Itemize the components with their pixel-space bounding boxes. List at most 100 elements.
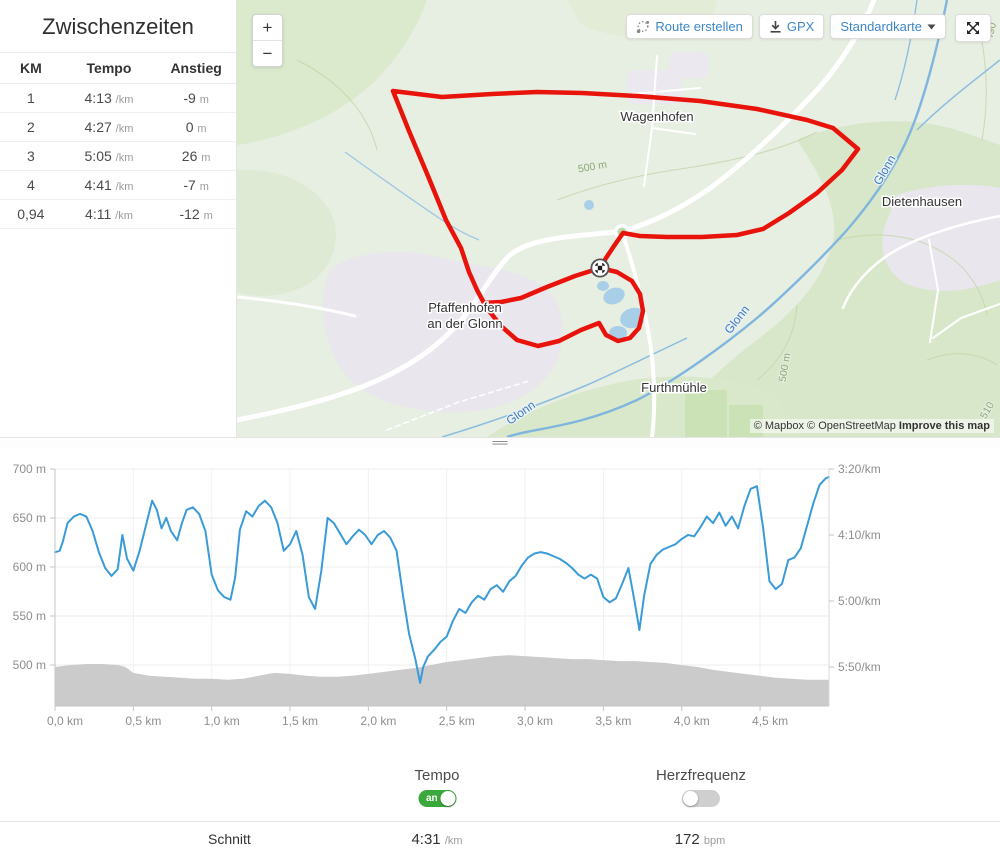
toggle-knob xyxy=(682,791,698,806)
svg-text:an der Glonn: an der Glonn xyxy=(427,316,502,331)
split-km: 2 xyxy=(0,112,62,142)
summary-row: Schnitt 4:31 /km 172 bpm xyxy=(0,821,1000,864)
svg-text:700 m: 700 m xyxy=(13,462,46,476)
svg-text:550 m: 550 m xyxy=(13,609,46,623)
svg-text:3,0 km: 3,0 km xyxy=(517,714,553,728)
summary-label: Schnitt xyxy=(208,831,251,847)
svg-text:500 m: 500 m xyxy=(13,658,46,672)
svg-text:2,5 km: 2,5 km xyxy=(439,714,475,728)
svg-text:5:50/km: 5:50/km xyxy=(838,660,881,674)
svg-text:0,0 km: 0,0 km xyxy=(47,714,83,728)
table-row[interactable]: 1 4:13 /km -9 m xyxy=(0,83,236,113)
table-row[interactable]: 0,94 4:11 /km -12 m xyxy=(0,199,236,229)
svg-text:Furthmühle: Furthmühle xyxy=(641,380,707,395)
route-erstellen-button[interactable]: Route erstellen xyxy=(626,14,753,39)
improve-map-link[interactable]: Improve this map xyxy=(898,420,990,432)
fullscreen-button[interactable] xyxy=(955,14,991,42)
splits-header-row: KM Tempo Anstieg xyxy=(0,52,236,84)
split-tempo: 4:27 /km xyxy=(61,112,157,142)
gpx-download-button[interactable]: GPX xyxy=(758,14,825,39)
route-icon xyxy=(637,20,650,33)
pace-elevation-chart: 700 m 650 m 600 m 550 m 500 m 3:20/km 4:10/km 5… xyxy=(0,447,1000,746)
fullscreen-icon xyxy=(967,22,979,34)
route-track xyxy=(390,88,861,349)
map-contour-lines xyxy=(296,17,998,381)
route-map[interactable]: Wagenhofen Pfaffenhofen an der Glonn Furthm… xyxy=(237,0,1000,437)
map-zoom-control: + − xyxy=(252,14,283,67)
split-anstieg: -12 m xyxy=(156,199,236,229)
col-header-anstieg: Anstieg xyxy=(156,52,236,84)
elevation-area-series xyxy=(55,655,829,706)
split-anstieg: 26 m xyxy=(156,141,236,171)
map-attribution: © Mapbox © OpenStreetMap Improve this ma… xyxy=(749,419,994,433)
svg-text:Pfaffenhofen: Pfaffenhofen xyxy=(428,300,502,315)
zoom-in-button[interactable]: + xyxy=(253,15,282,41)
table-row[interactable]: 3 5:05 /km 26 m xyxy=(0,141,236,171)
tempo-toggle[interactable]: an xyxy=(418,790,456,807)
chart-canvas[interactable]: 700 m 650 m 600 m 550 m 500 m 3:20/km 4:10/km 5… xyxy=(0,447,1000,746)
svg-text:Wagenhofen: Wagenhofen xyxy=(620,109,693,124)
splits-table: KM Tempo Anstieg 1 4:13 /km -9 m 2 4:27 … xyxy=(0,52,236,229)
splits-title: Zwischenzeiten xyxy=(42,14,194,39)
split-anstieg: 0 m xyxy=(156,112,236,142)
svg-text:1,5 km: 1,5 km xyxy=(282,714,318,728)
split-tempo: 5:05 /km xyxy=(61,141,157,171)
herzfrequenz-toggle-label: Herzfrequenz xyxy=(655,767,747,784)
svg-text:5:00/km: 5:00/km xyxy=(838,594,881,608)
top-row: Zwischenzeiten KM Tempo Anstieg 1 4:13 /… xyxy=(0,0,1000,437)
split-km: 1 xyxy=(0,83,62,113)
map-urban-areas xyxy=(323,52,1000,413)
map-forest xyxy=(237,0,1000,437)
herzfrequenz-toggle[interactable] xyxy=(681,790,720,807)
summary-tempo-value: 4:31 /km xyxy=(411,831,463,848)
svg-text:4,5 km: 4,5 km xyxy=(752,714,788,728)
toggle-state-text: an xyxy=(426,793,438,804)
herzfrequenz-toggle-group: Herzfrequenz xyxy=(656,767,746,807)
map-roads xyxy=(237,0,1000,437)
pace-line-series xyxy=(54,475,830,684)
table-row[interactable]: 4 4:41 /km -7 m xyxy=(0,170,236,200)
zoom-out-button[interactable]: − xyxy=(262,44,273,63)
map-toolbar: Route erstellen GPX Standardkarte xyxy=(626,14,946,39)
summary-heartrate-value: 172 bpm xyxy=(674,831,726,848)
svg-text:600 m: 600 m xyxy=(13,560,46,574)
split-anstieg: -7 m xyxy=(156,170,236,200)
split-km: 4 xyxy=(0,170,62,200)
chart-axis-labels: 700 m 650 m 600 m 550 m 500 m 3:20/km 4:10/km 5… xyxy=(13,462,881,728)
drag-handle-icon[interactable] xyxy=(492,441,508,443)
split-km: 0,94 xyxy=(0,199,62,229)
caret-down-icon xyxy=(927,24,936,29)
splits-panel: Zwischenzeiten KM Tempo Anstieg 1 4:13 /… xyxy=(0,0,237,437)
svg-text:4,0 km: 4,0 km xyxy=(674,714,710,728)
split-tempo: 4:11 /km xyxy=(61,199,157,229)
chart-controls: Tempo an Herzfrequenz xyxy=(0,746,1000,821)
svg-text:0,5 km: 0,5 km xyxy=(125,714,161,728)
route-erstellen-label: Route erstellen xyxy=(655,19,743,34)
map-style-label: Standardkarte xyxy=(840,19,922,34)
svg-text:1,0 km: 1,0 km xyxy=(204,714,240,728)
map-water xyxy=(344,0,1000,437)
download-icon xyxy=(770,21,781,33)
map-style-dropdown[interactable]: Standardkarte xyxy=(830,14,946,39)
svg-text:2,0 km: 2,0 km xyxy=(360,714,396,728)
svg-text:Dietenhausen: Dietenhausen xyxy=(882,194,962,209)
split-anstieg: -9 m xyxy=(156,83,236,113)
col-header-km: KM xyxy=(0,52,62,84)
toggle-knob xyxy=(440,791,455,806)
split-km: 3 xyxy=(0,141,62,171)
map-chart-divider[interactable] xyxy=(0,437,1000,447)
svg-text:3:20/km: 3:20/km xyxy=(838,462,881,476)
gpx-label: GPX xyxy=(786,19,815,34)
chart-axes xyxy=(50,468,834,711)
tempo-toggle-label: Tempo xyxy=(414,767,460,784)
finish-flag-marker xyxy=(590,258,610,278)
svg-text:4:10/km: 4:10/km xyxy=(838,528,881,542)
tempo-toggle-group: Tempo an xyxy=(414,767,460,807)
svg-text:3,5 km: 3,5 km xyxy=(595,714,631,728)
col-header-tempo: Tempo xyxy=(61,52,157,84)
svg-text:650 m: 650 m xyxy=(13,511,46,525)
table-row[interactable]: 2 4:27 /km 0 m xyxy=(0,112,236,142)
split-tempo: 4:41 /km xyxy=(61,170,157,200)
